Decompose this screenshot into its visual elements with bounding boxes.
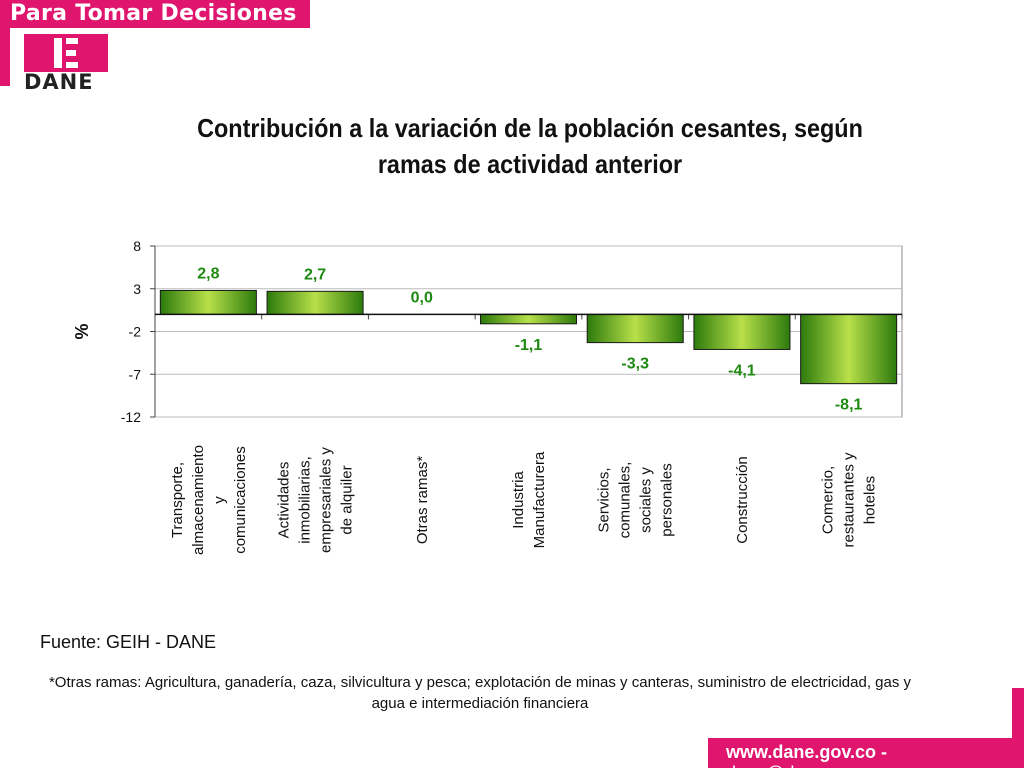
data-label: 2,7 [304, 266, 326, 283]
category-label-line: Construcción [734, 456, 751, 544]
footer-separator: - [876, 742, 888, 762]
category-label-line: Servicios, [596, 467, 613, 532]
category-label-line: comunales, [617, 462, 634, 539]
y-tick-label: -7 [129, 366, 142, 382]
category-label-line: hoteles [862, 476, 879, 524]
category-label-line: Otras ramas* [414, 456, 431, 545]
y-tick-label: -12 [121, 409, 141, 425]
category-label: Construcción [734, 456, 751, 544]
bar [693, 313, 791, 350]
bar [159, 289, 257, 315]
category-label-line: de alquiler [339, 465, 356, 534]
bar [479, 313, 578, 325]
footer-email-link[interactable]: dane@dane.gov.co [726, 763, 882, 783]
category-label-line: empresariales y [318, 447, 335, 553]
footer-contact: www.dane.gov.co - dane@dane.gov.co [726, 742, 1024, 784]
banner-accent-line [0, 28, 10, 86]
category-label-line: Manufacturera [531, 451, 548, 548]
footer-bar [708, 738, 1024, 768]
y-tick-label: 3 [133, 281, 141, 297]
bar [800, 313, 898, 385]
category-label-line: inmobiliarias, [297, 456, 314, 544]
category-label-line: Actividades [276, 462, 293, 539]
data-label: 0,0 [411, 289, 433, 306]
chart-title: Contribución a la variación de la poblac… [170, 110, 890, 182]
category-label: Actividades inmobiliarias, empresariales y… [276, 447, 356, 553]
bar [586, 313, 684, 344]
y-axis-label: % [72, 323, 92, 339]
data-label: -3,3 [621, 356, 649, 373]
chart-title-line-2: ramas de actividad anterior [377, 149, 683, 179]
banner-text: Para Tomar Decisiones [10, 1, 297, 26]
category-label-line: Industria [510, 471, 527, 529]
header-banner: Para Tomar Decisiones [0, 0, 310, 28]
dane-logo-icon [24, 34, 108, 72]
footer-website-link[interactable]: www.dane.gov.co [726, 742, 877, 762]
category-label-line: y [211, 496, 228, 504]
y-tick-label: 8 [133, 238, 141, 254]
category-label: Comercio, restaurantes y hoteles [820, 452, 879, 548]
category-label-line: Comercio, [820, 466, 837, 534]
category-label-line: sociales y [638, 467, 655, 533]
footnote: *Otras ramas: Agricultura, ganadería, ca… [48, 674, 912, 712]
category-label-line: Transporte, [169, 462, 186, 538]
category-label-line: almacenamiento [190, 445, 207, 555]
bar [266, 290, 364, 315]
category-label: Otras ramas* [414, 456, 431, 545]
chart-title-line-1: Contribución a la variación de la poblac… [197, 113, 863, 143]
category-label: Servicios, comunales, sociales y personales [596, 462, 676, 539]
category-label: Transporte, almacenamiento y comunicaciones [169, 445, 249, 555]
data-label: -1,1 [515, 337, 543, 354]
logo-text: DANE [24, 70, 94, 94]
data-label: -4,1 [728, 362, 756, 379]
y-tick-label: -2 [129, 324, 142, 340]
category-label-line: restaurantes y [841, 452, 858, 548]
footer-accent-bar [1012, 688, 1024, 738]
category-label-line: personales [659, 463, 676, 536]
category-label: Industria Manufacturera [510, 451, 548, 548]
source-text: Fuente: GEIH - DANE [40, 632, 217, 652]
data-label: -8,1 [835, 397, 863, 414]
data-label: 2,8 [197, 265, 219, 282]
category-label-line: comunicaciones [232, 446, 249, 554]
